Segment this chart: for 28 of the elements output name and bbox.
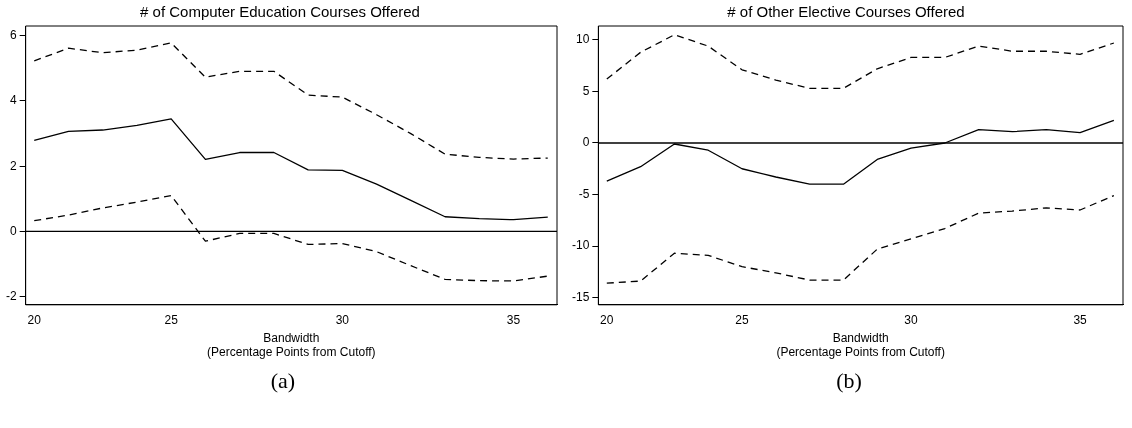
chart-title: # of Other Elective Courses Offered xyxy=(727,3,965,21)
text: (a) xyxy=(270,368,296,394)
y-tick-label: 10 xyxy=(575,32,590,47)
text: (b) xyxy=(836,368,862,394)
chart-title: # of Computer Education Courses Offered xyxy=(140,3,420,21)
x-axis-title: Bandwidth (Percentage Points from Cutoff) xyxy=(776,330,945,360)
y-tick-label: -10 xyxy=(572,238,590,253)
y-tick-label: 4 xyxy=(9,93,17,108)
x-tick-label: 25 xyxy=(164,313,179,328)
y-tick-label: -5 xyxy=(578,186,590,201)
y-tick-label: -2 xyxy=(6,288,17,303)
x-tick-label: 35 xyxy=(506,313,521,328)
x-tick-label: 20 xyxy=(600,313,614,328)
x-tick-label: 30 xyxy=(335,313,350,328)
x-tick-label: 35 xyxy=(1073,313,1088,328)
y-tick-label: 2 xyxy=(9,158,17,173)
x-tick-label: 25 xyxy=(735,313,750,328)
x-tick-label: 30 xyxy=(904,313,919,328)
x-tick-label: 20 xyxy=(27,313,42,328)
line-series xyxy=(606,34,1115,90)
y-tick-label: 0 xyxy=(582,135,590,150)
y-tick-label: 0 xyxy=(9,223,17,238)
y-tick-label: -15 xyxy=(572,289,590,304)
y-tick-label: 5 xyxy=(582,83,590,98)
line-series xyxy=(33,42,549,160)
x-axis-title: Bandwidth (Percentage Points from Cutoff) xyxy=(207,330,376,360)
y-tick-label: 6 xyxy=(9,28,17,43)
line-series xyxy=(606,194,1115,284)
